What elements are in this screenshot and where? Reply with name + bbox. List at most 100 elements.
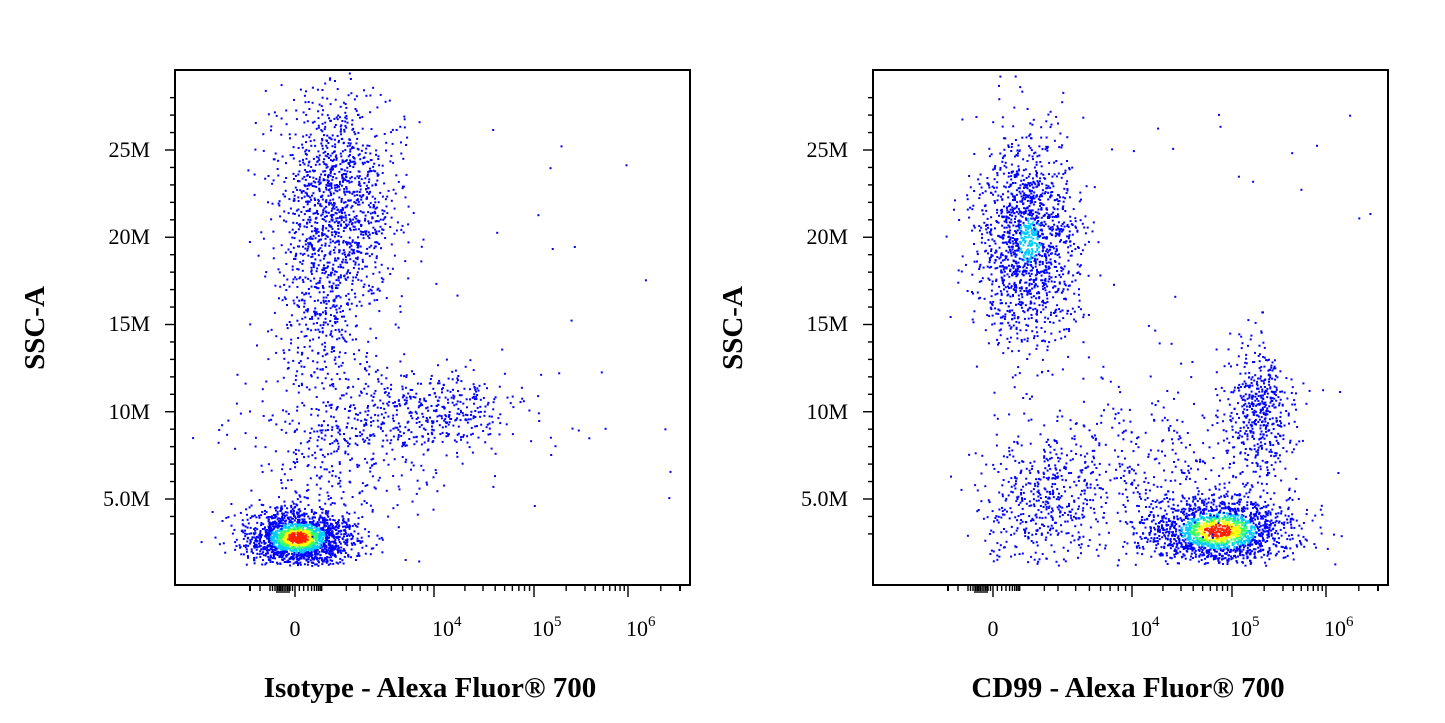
isotype-event-dot: [294, 505, 297, 508]
cd99-event-dot: [1203, 500, 1206, 503]
isotype-event-dot: [305, 141, 307, 144]
isotype-event-dot: [403, 115, 406, 118]
cd99-event-dot: [1175, 546, 1178, 549]
isotype-event-dot: [334, 316, 337, 319]
isotype-event-dot: [273, 521, 276, 524]
isotype-event-dot: [326, 352, 329, 355]
isotype-event-dot: [307, 533, 310, 536]
isotype-event-dot: [304, 152, 307, 155]
isotype-event-dot: [373, 463, 376, 465]
isotype-event-dot: [321, 454, 324, 457]
isotype-event-dot: [347, 179, 350, 182]
isotype-event-dot: [347, 241, 350, 244]
isotype-event-dot: [308, 160, 311, 163]
isotype-event-dot: [385, 377, 388, 380]
cd99-event-dot: [1210, 509, 1213, 512]
isotype-event-dot: [351, 123, 354, 126]
isotype-event-dot: [420, 443, 423, 446]
isotype-event-dot: [345, 159, 348, 162]
isotype-event-dot: [331, 546, 334, 549]
isotype-event-dot: [291, 268, 294, 271]
isotype-event-dot: [374, 212, 377, 215]
isotype-event-dot: [348, 409, 351, 412]
cd99-event-dot: [1282, 556, 1285, 559]
isotype-event-dot: [327, 528, 329, 531]
isotype-event-dot: [324, 270, 327, 273]
isotype-event-dot: [329, 172, 332, 175]
isotype-event-dot: [346, 541, 348, 544]
isotype-event-dot: [275, 530, 278, 533]
isotype-event-dot: [259, 531, 262, 534]
isotype-event-dot: [297, 196, 300, 199]
isotype-event-dot: [537, 214, 540, 217]
isotype-event-dot: [349, 229, 352, 232]
isotype-event-dot: [329, 168, 332, 171]
isotype-event-dot: [305, 323, 308, 326]
cd99-event-dot: [1206, 541, 1208, 544]
cd99-event-dot: [1289, 538, 1292, 541]
isotype-event-dot: [310, 269, 313, 272]
isotype-event-dot: [406, 136, 409, 139]
cd99-event-dot: [1234, 536, 1237, 539]
isotype-event-dot: [360, 225, 363, 227]
isotype-event-dot: [460, 436, 462, 439]
isotype-event-dot: [311, 521, 314, 523]
isotype-event-dot: [457, 390, 459, 393]
isotype-event-dot: [262, 149, 265, 152]
isotype-event-dot: [307, 195, 310, 198]
isotype-event-dot: [313, 550, 316, 553]
isotype-event-dot: [273, 552, 276, 555]
isotype-event-dot: [285, 109, 288, 112]
isotype-event-dot: [319, 324, 322, 327]
isotype-event-dot: [315, 282, 318, 285]
isotype-event-dot: [315, 286, 317, 289]
isotype-event-dot: [272, 521, 274, 524]
isotype-event-dot: [288, 285, 291, 288]
isotype-event-dot: [359, 251, 362, 254]
isotype-event-dot: [431, 420, 433, 423]
isotype-event-dot: [293, 519, 296, 522]
isotype-event-dot: [307, 245, 310, 248]
isotype-event-dot: [332, 562, 335, 565]
isotype-event-dot: [265, 546, 268, 549]
isotype-event-dot: [291, 547, 294, 550]
isotype-event-dot: [445, 422, 448, 424]
isotype-event-dot: [327, 525, 330, 528]
cd99-event-dot: [1266, 536, 1269, 539]
isotype-event-dot: [364, 151, 367, 154]
isotype-event-dot: [331, 287, 334, 290]
isotype-event-dot: [274, 525, 276, 528]
isotype-event-dot: [328, 203, 331, 206]
isotype-event-dot: [367, 385, 370, 388]
isotype-event-dot: [374, 389, 377, 392]
isotype-event-dot: [383, 422, 386, 425]
isotype-event-dot: [294, 175, 297, 177]
isotype-event-dot: [279, 537, 282, 540]
isotype-event-dot: [317, 234, 320, 237]
cd99-event-dot: [1177, 535, 1180, 538]
isotype-event-dot: [356, 203, 359, 206]
cd99-event-dot: [1122, 504, 1125, 506]
isotype-event-dot: [354, 434, 357, 437]
isotype-event-dot: [436, 490, 439, 493]
isotype-event-dot: [322, 530, 325, 533]
isotype-event-dot: [273, 541, 276, 544]
isotype-event-dot: [447, 433, 450, 436]
isotype-event-dot: [296, 548, 299, 550]
isotype-event-dot: [349, 142, 352, 145]
isotype-event-dot: [280, 556, 283, 558]
isotype-event-dot: [312, 192, 315, 195]
isotype-event-dot: [348, 308, 351, 311]
isotype-event-dot: [307, 218, 310, 221]
isotype-event-dot: [327, 174, 330, 176]
isotype-event-dot: [317, 198, 320, 201]
isotype-event-dot: [361, 516, 364, 518]
isotype-event-dot: [295, 109, 298, 112]
isotype-event-dot: [357, 378, 360, 380]
isotype-event-dot: [533, 505, 536, 507]
isotype-event-dot: [290, 479, 293, 481]
isotype-event-dot: [361, 540, 364, 543]
cd99-event-dot: [1226, 524, 1229, 527]
isotype-event-dot: [334, 387, 337, 390]
isotype-event-dot: [344, 253, 346, 256]
